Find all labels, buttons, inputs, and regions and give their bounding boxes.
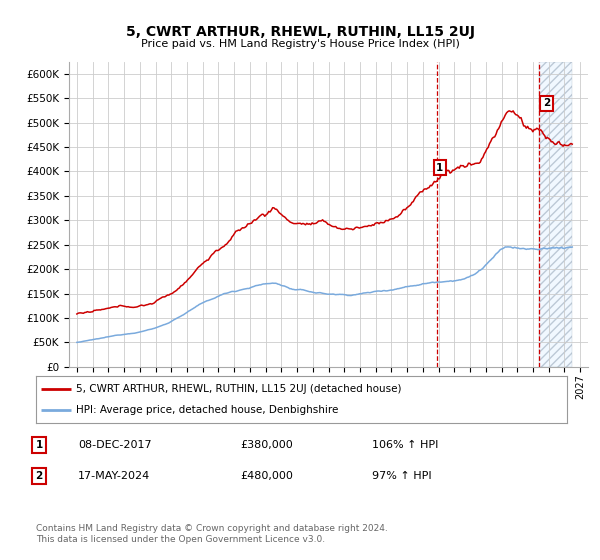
Text: 106% ↑ HPI: 106% ↑ HPI [372,440,439,450]
Text: Contains HM Land Registry data © Crown copyright and database right 2024.
This d: Contains HM Land Registry data © Crown c… [36,524,388,544]
Text: 5, CWRT ARTHUR, RHEWL, RUTHIN, LL15 2UJ: 5, CWRT ARTHUR, RHEWL, RUTHIN, LL15 2UJ [125,25,475,39]
Text: Price paid vs. HM Land Registry's House Price Index (HPI): Price paid vs. HM Land Registry's House … [140,39,460,49]
Text: £380,000: £380,000 [240,440,293,450]
Text: 5, CWRT ARTHUR, RHEWL, RUTHIN, LL15 2UJ (detached house): 5, CWRT ARTHUR, RHEWL, RUTHIN, LL15 2UJ … [76,384,401,394]
Text: 2: 2 [35,471,43,481]
Text: 08-DEC-2017: 08-DEC-2017 [78,440,152,450]
Text: 97% ↑ HPI: 97% ↑ HPI [372,471,431,481]
Text: 1: 1 [35,440,43,450]
Text: 17-MAY-2024: 17-MAY-2024 [78,471,150,481]
Text: 2: 2 [543,98,550,108]
Text: 1: 1 [436,162,443,172]
Text: HPI: Average price, detached house, Denbighshire: HPI: Average price, detached house, Denb… [76,405,338,415]
Text: £480,000: £480,000 [240,471,293,481]
